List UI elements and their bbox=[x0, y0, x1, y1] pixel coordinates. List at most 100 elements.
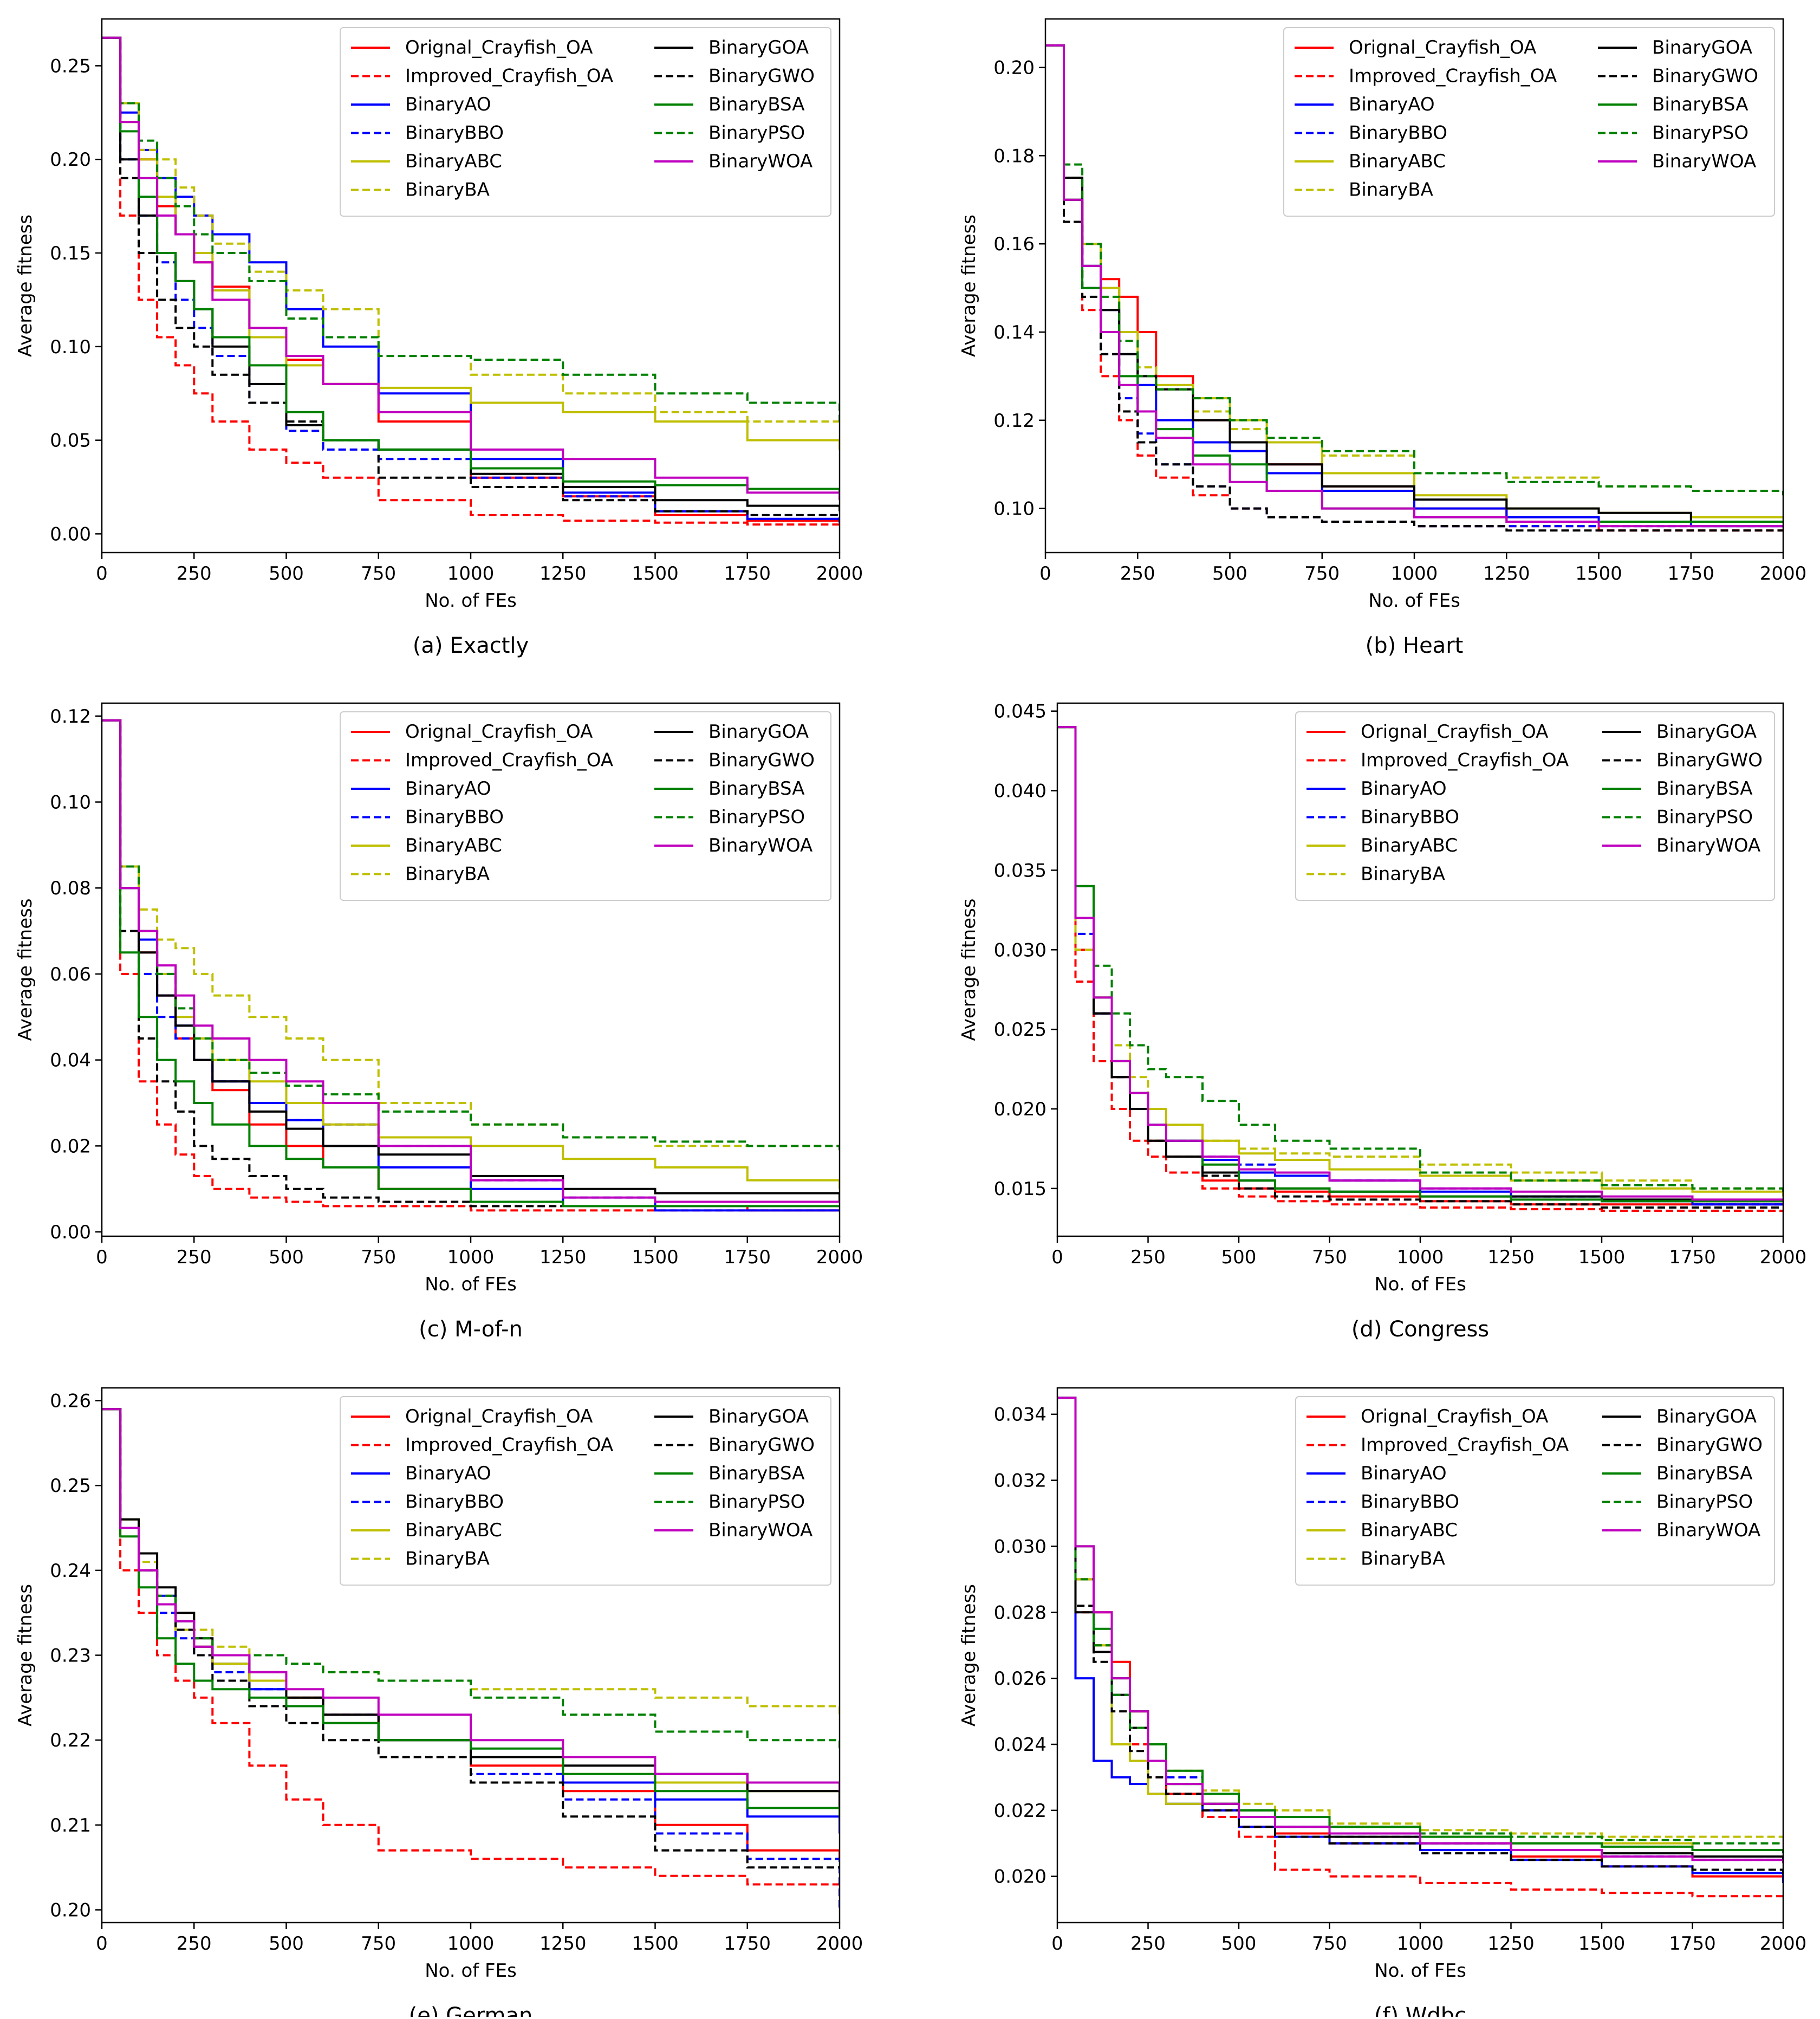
x-tick-label: 1750 bbox=[724, 563, 771, 585]
y-axis-label: Average fitness bbox=[15, 898, 36, 1041]
x-tick-label: 0 bbox=[1051, 1247, 1063, 1268]
y-tick-label: 0.20 bbox=[50, 149, 91, 171]
y-axis-label: Average fitness bbox=[958, 215, 980, 357]
x-tick-label: 1750 bbox=[1669, 1933, 1716, 1955]
series-line-binarygwo bbox=[102, 36, 840, 516]
legend-entry-binarywoa: BinaryWOA bbox=[708, 1520, 812, 1541]
x-tick-label: 1500 bbox=[632, 1247, 679, 1268]
series-line-binarywoa bbox=[1045, 44, 1783, 528]
legend-entry-binaryba: BinaryBA bbox=[1361, 1548, 1445, 1570]
y-tick-label: 0.16 bbox=[993, 233, 1035, 255]
series-line-binarywoa bbox=[1057, 1397, 1783, 1864]
legend-entry-binaryba: BinaryBA bbox=[1361, 864, 1445, 885]
chart-panel-3: 0 250 500 750 1000 1250 1500 1750 2000 0.00 0.02 0.… bbox=[15, 702, 863, 1342]
legend-entry-binarygoa: BinaryGOA bbox=[1652, 37, 1752, 59]
x-tick-label: 1000 bbox=[447, 1933, 495, 1955]
legend-entry-binaryabc: BinaryABC bbox=[1361, 835, 1458, 856]
series-line-binarygoa bbox=[102, 719, 840, 1202]
y-tick-label: 0.26 bbox=[50, 1391, 91, 1412]
x-tick-label: 750 bbox=[1304, 563, 1340, 585]
legend-entry-orignal-crayfish-oa: Orignal_Crayfish_OA bbox=[405, 1406, 593, 1427]
chart-panel-1: 0 250 500 750 1000 1250 1500 1750 2000 0.00 0.05 0.… bbox=[15, 18, 863, 658]
x-tick-label: 1250 bbox=[1487, 1247, 1535, 1268]
x-tick-label: 750 bbox=[361, 1933, 396, 1955]
legend-entry-binaryao: BinaryAO bbox=[405, 778, 491, 800]
legend-entry-binaryao: BinaryAO bbox=[1349, 94, 1435, 115]
y-tick-label: 0.040 bbox=[994, 781, 1046, 802]
y-tick-label: 0.045 bbox=[994, 701, 1046, 723]
x-tick-label: 1500 bbox=[1578, 1247, 1626, 1268]
legend-entry-binarypso: BinaryPSO bbox=[1656, 1491, 1753, 1513]
legend-entry-binarybsa: BinaryBSA bbox=[1652, 94, 1748, 115]
legend-entry-binaryao: BinaryAO bbox=[1361, 778, 1447, 800]
legend-entry-binaryabc: BinaryABC bbox=[1361, 1520, 1458, 1541]
x-tick-label: 500 bbox=[1221, 1247, 1257, 1268]
x-tick-label: 1500 bbox=[632, 563, 679, 585]
y-tick-label: 0.02 bbox=[50, 1135, 91, 1157]
y-tick-label: 0.00 bbox=[50, 1222, 91, 1243]
panel-caption: (c) M-of-n bbox=[419, 1317, 523, 1342]
legend-entry-improved-crayfish-oa: Improved_Crayfish_OA bbox=[405, 750, 613, 771]
legend-box bbox=[340, 27, 831, 217]
x-tick-label: 0 bbox=[1039, 563, 1051, 585]
y-tick-label: 0.20 bbox=[993, 57, 1035, 79]
y-tick-label: 0.10 bbox=[50, 792, 91, 814]
legend-entry-binarygoa: BinaryGOA bbox=[1656, 721, 1757, 743]
y-tick-label: 0.015 bbox=[994, 1178, 1046, 1200]
panel-caption: (f) Wdbc bbox=[1374, 2003, 1466, 2017]
series-group bbox=[102, 719, 840, 1212]
y-axis-label: Average fitness bbox=[958, 1584, 980, 1726]
legend-entry-binaryao: BinaryAO bbox=[1361, 1463, 1447, 1484]
x-tick-label: 1500 bbox=[632, 1933, 679, 1955]
legend-entry-binarypso: BinaryPSO bbox=[1656, 807, 1753, 828]
series-line-binarybsa bbox=[102, 719, 840, 1207]
legend-entry-binarybbo: BinaryBBO bbox=[405, 807, 504, 828]
x-tick-label: 2000 bbox=[1760, 563, 1807, 585]
y-tick-label: 0.035 bbox=[994, 860, 1046, 881]
x-tick-label: 250 bbox=[177, 1247, 212, 1268]
y-tick-label: 0.030 bbox=[994, 939, 1046, 961]
legend-entry-binaryabc: BinaryABC bbox=[405, 151, 502, 172]
legend-entry-orignal-crayfish-oa: Orignal_Crayfish_OA bbox=[1361, 721, 1548, 743]
legend-entry-binarybsa: BinaryBSA bbox=[708, 94, 804, 115]
legend-entry-binaryabc: BinaryABC bbox=[405, 835, 502, 856]
x-tick-label: 0 bbox=[96, 1933, 108, 1955]
legend-entry-binaryba: BinaryBA bbox=[405, 179, 490, 201]
series-group bbox=[102, 36, 840, 526]
x-tick-label: 1250 bbox=[1483, 563, 1530, 585]
legend-entry-binarybbo: BinaryBBO bbox=[1349, 122, 1447, 144]
legend-entry-binarybsa: BinaryBSA bbox=[708, 1463, 804, 1484]
y-tick-label: 0.05 bbox=[50, 430, 91, 452]
legend-entry-orignal-crayfish-oa: Orignal_Crayfish_OA bbox=[405, 721, 593, 743]
y-tick-label: 0.15 bbox=[50, 243, 91, 264]
series-line-binarywoa bbox=[102, 719, 840, 1203]
y-tick-label: 0.06 bbox=[50, 964, 91, 985]
legend-entry-binaryao: BinaryAO bbox=[405, 94, 491, 115]
x-tick-label: 1250 bbox=[1487, 1933, 1535, 1955]
series-line-improved-crayfish-oa bbox=[102, 36, 840, 526]
x-tick-label: 2000 bbox=[816, 1247, 863, 1268]
x-axis-label: No. of FEs bbox=[425, 1274, 517, 1295]
y-tick-label: 0.12 bbox=[993, 410, 1035, 432]
panel-caption: (e) German bbox=[409, 2003, 533, 2017]
x-tick-label: 500 bbox=[1212, 563, 1247, 585]
y-tick-label: 0.022 bbox=[994, 1800, 1046, 1822]
y-tick-label: 0.14 bbox=[993, 322, 1035, 343]
legend-entry-binarybsa: BinaryBSA bbox=[1656, 1463, 1752, 1484]
x-axis-label: No. of FEs bbox=[1374, 1274, 1466, 1295]
series-line-binarygwo bbox=[1057, 726, 1783, 1209]
x-tick-label: 1750 bbox=[1669, 1247, 1716, 1268]
legend-entry-binarygoa: BinaryGOA bbox=[708, 721, 809, 743]
legend-entry-binaryabc: BinaryABC bbox=[405, 1520, 502, 1541]
legend-entry-binarygoa: BinaryGOA bbox=[1656, 1406, 1757, 1427]
y-tick-label: 0.08 bbox=[50, 878, 91, 899]
y-tick-label: 0.20 bbox=[50, 1900, 91, 1921]
legend-entry-binaryao: BinaryAO bbox=[405, 1463, 491, 1484]
y-tick-label: 0.21 bbox=[50, 1815, 91, 1836]
series-line-improved-crayfish-oa bbox=[102, 1408, 840, 1910]
chart-panel-2: 0 250 500 750 1000 1250 1500 1750 2000 0.10 0.12 0.… bbox=[958, 18, 1807, 658]
x-tick-label: 1000 bbox=[1397, 1247, 1444, 1268]
legend-entry-binarywoa: BinaryWOA bbox=[708, 835, 812, 856]
legend-box bbox=[340, 1396, 831, 1586]
